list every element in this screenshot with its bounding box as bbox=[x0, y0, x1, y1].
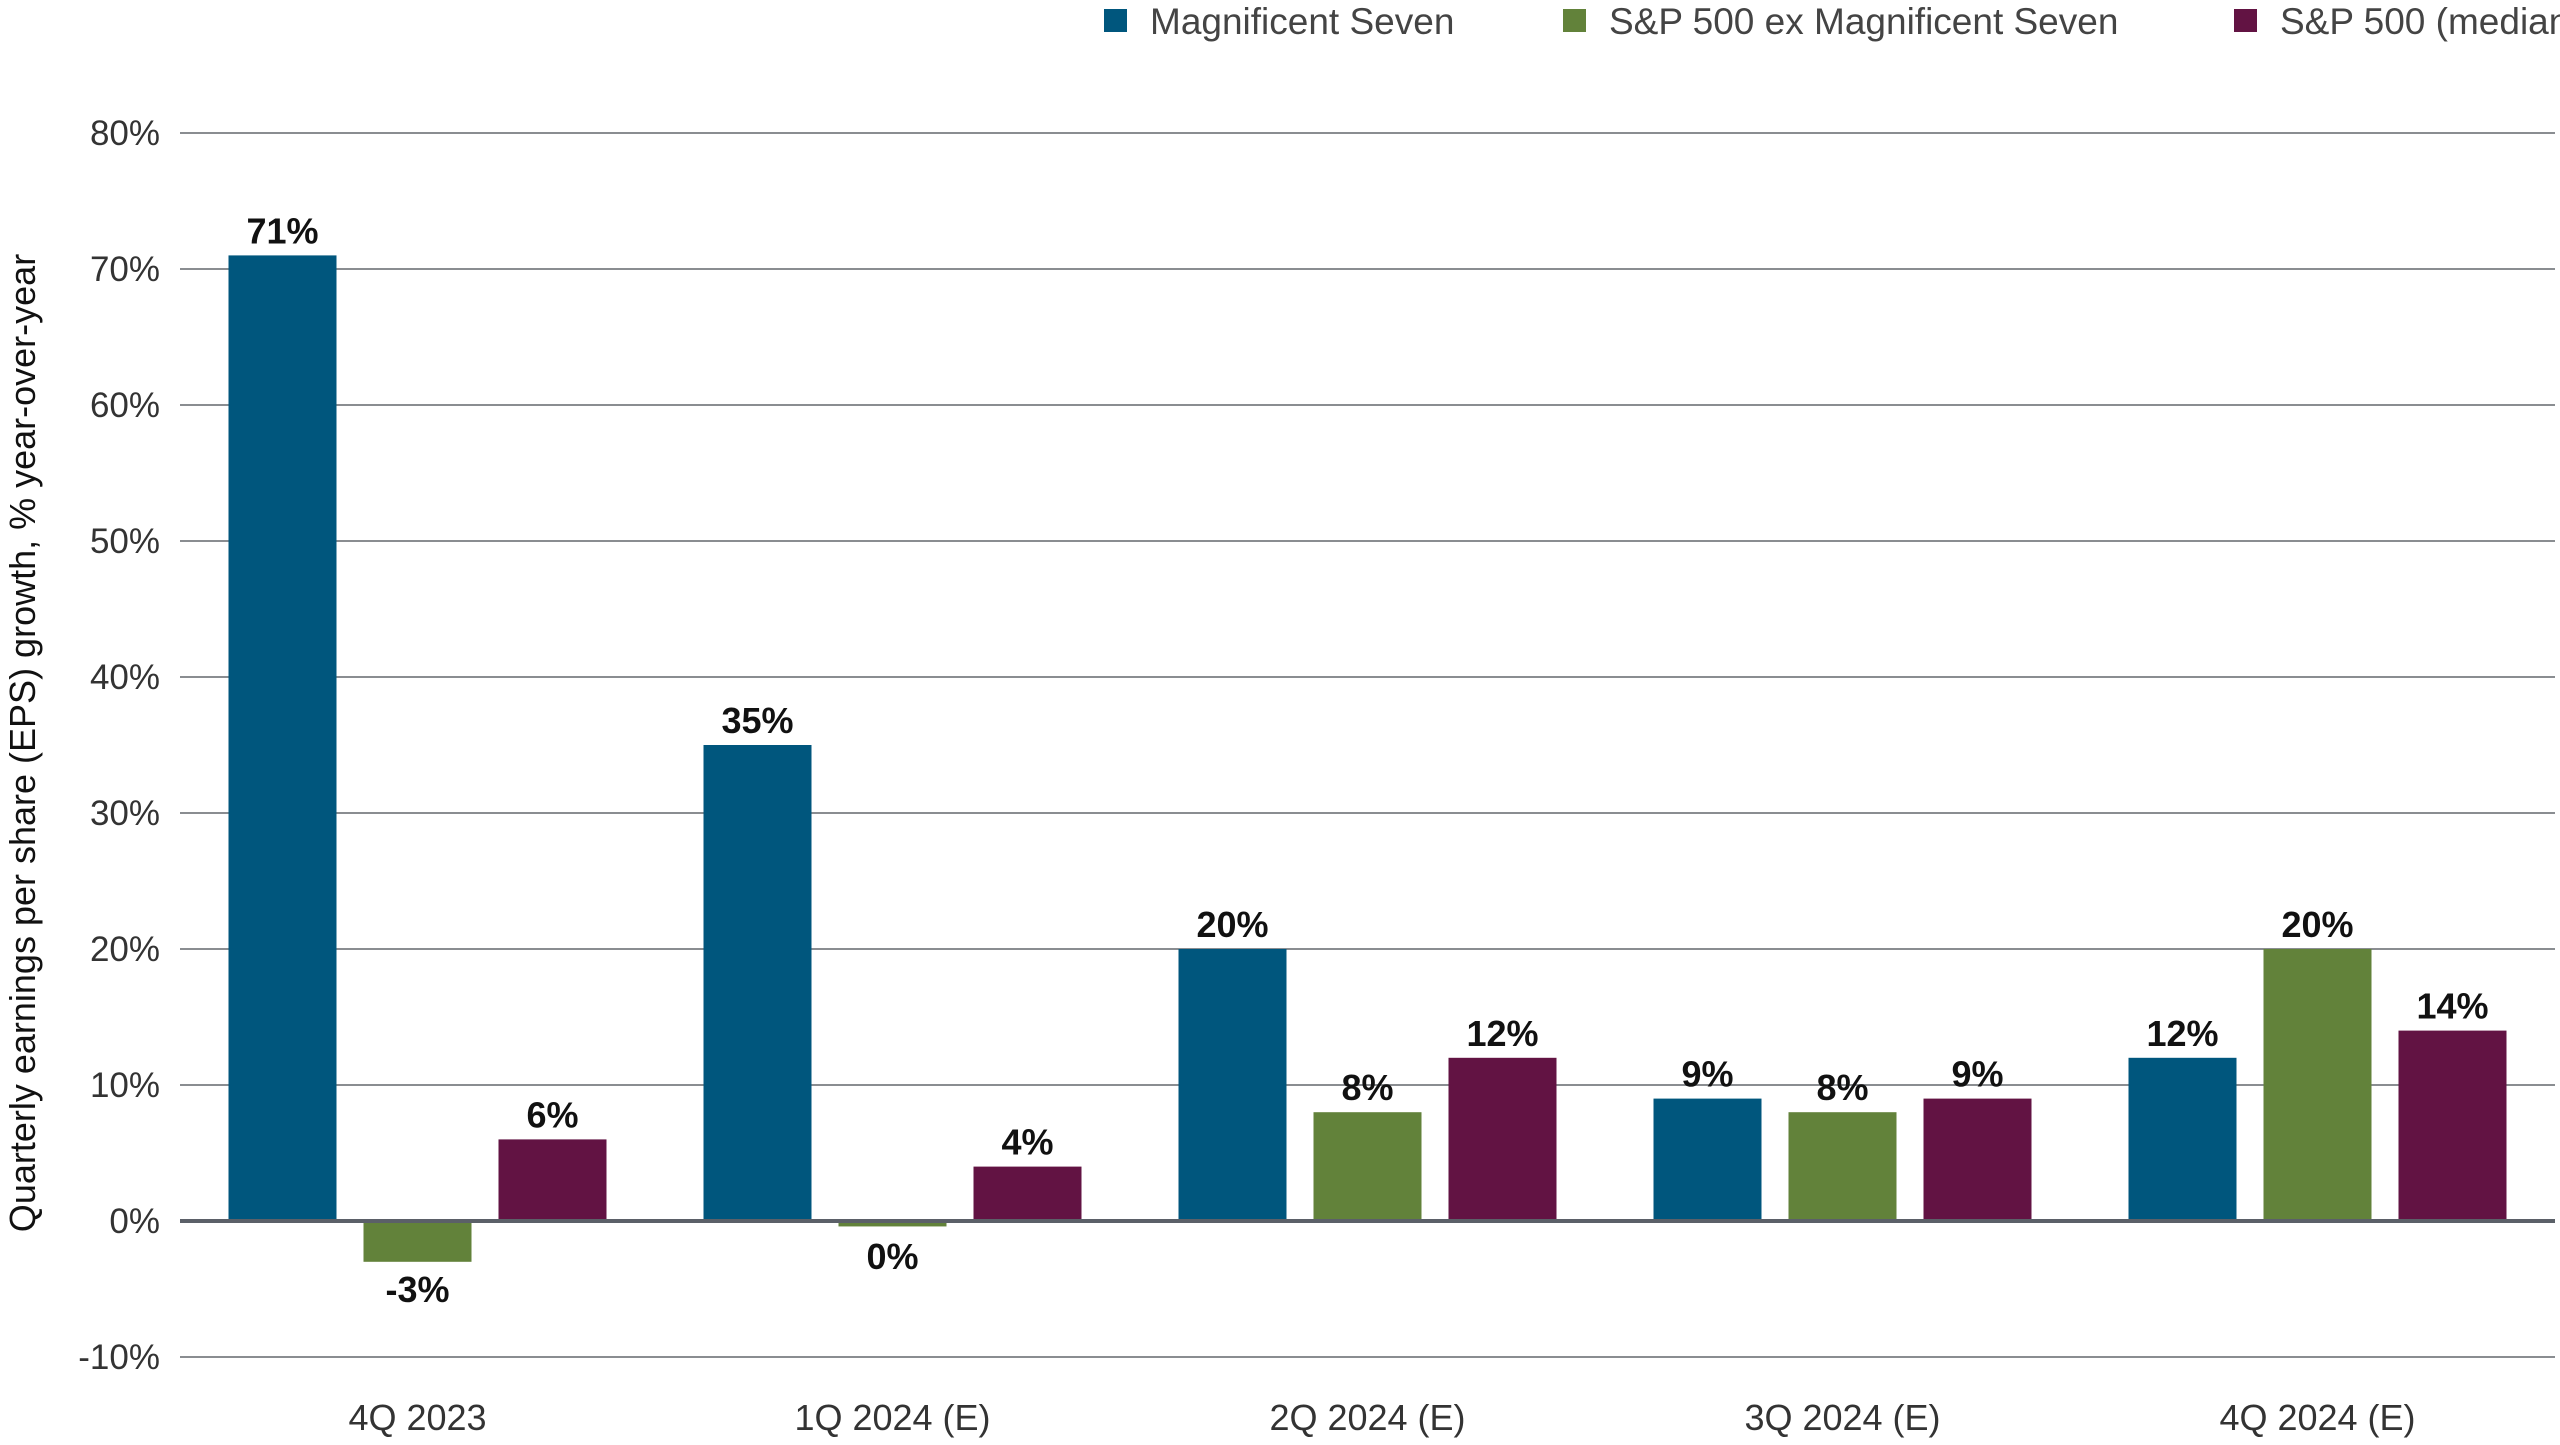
x-category-label: 1Q 2024 (E) bbox=[794, 1397, 990, 1438]
data-label: 0% bbox=[866, 1236, 918, 1277]
bar-0-2 bbox=[1178, 949, 1287, 1221]
data-label: 8% bbox=[1341, 1067, 1393, 1108]
bar-2-1 bbox=[973, 1166, 1082, 1221]
bar-1-3 bbox=[1788, 1112, 1897, 1221]
data-label: 4% bbox=[1001, 1122, 1053, 1163]
legend-label: Magnificent Seven bbox=[1150, 1, 1454, 42]
y-tick-label: 80% bbox=[90, 114, 160, 153]
data-label: 12% bbox=[2146, 1013, 2218, 1054]
bar-1-0 bbox=[363, 1221, 472, 1262]
data-label: 35% bbox=[721, 700, 793, 741]
data-label: 12% bbox=[1466, 1013, 1538, 1054]
data-label: 20% bbox=[1196, 904, 1268, 945]
y-tick-label: 50% bbox=[90, 522, 160, 561]
data-labels: 71% -3% 6% 35% 0% 4% 20% 8% 12% 9% 8% 9% 12% 20% 14% bbox=[246, 210, 2488, 1309]
bar-0-4 bbox=[2128, 1057, 2237, 1221]
legend-swatch bbox=[1563, 9, 1586, 32]
data-label: 71% bbox=[246, 210, 318, 251]
y-tick-label: 20% bbox=[90, 930, 160, 969]
bars bbox=[228, 255, 2507, 1262]
legend-swatch bbox=[1104, 9, 1127, 32]
x-category-label: 4Q 2023 bbox=[348, 1397, 486, 1438]
y-tick-label: -10% bbox=[78, 1338, 160, 1377]
bar-0-0 bbox=[228, 255, 337, 1221]
bar-2-4 bbox=[2398, 1030, 2507, 1221]
y-axis-ticks: -10% 0% 10% 20% 30% 40% 50% 60% 70% 80% bbox=[78, 114, 160, 1377]
x-category-label: 2Q 2024 (E) bbox=[1269, 1397, 1465, 1438]
y-tick-label: 60% bbox=[90, 386, 160, 425]
bar-0-3 bbox=[1653, 1098, 1762, 1221]
legend: Magnificent Seven S&P 500 ex Magnificent … bbox=[1104, 1, 2560, 42]
bar-2-2 bbox=[1448, 1057, 1557, 1221]
data-label: 9% bbox=[1681, 1054, 1733, 1095]
legend-swatch bbox=[2234, 9, 2257, 32]
bar-1-1 bbox=[838, 1221, 947, 1227]
bar-1-2 bbox=[1313, 1112, 1422, 1221]
data-label: 14% bbox=[2416, 986, 2488, 1027]
bar-2-0 bbox=[498, 1139, 607, 1221]
y-tick-label: 0% bbox=[109, 1202, 160, 1241]
x-category-label: 3Q 2024 (E) bbox=[1744, 1397, 1940, 1438]
data-label: 20% bbox=[2281, 904, 2353, 945]
x-category-label: 4Q 2024 (E) bbox=[2219, 1397, 2415, 1438]
y-axis-title: Quarterly earnings per share (EPS) growt… bbox=[2, 254, 43, 1232]
y-tick-label: 40% bbox=[90, 658, 160, 697]
bar-0-1 bbox=[703, 745, 812, 1221]
legend-label: S&P 500 ex Magnificent Seven bbox=[1609, 1, 2118, 42]
data-label: 6% bbox=[526, 1094, 578, 1135]
gridlines bbox=[180, 132, 2555, 1358]
data-label: 9% bbox=[1951, 1054, 2003, 1095]
legend-label: S&P 500 (median) bbox=[2280, 1, 2560, 42]
bar-1-4 bbox=[2263, 949, 2372, 1221]
y-tick-label: 10% bbox=[90, 1066, 160, 1105]
y-tick-label: 30% bbox=[90, 794, 160, 833]
data-label: -3% bbox=[385, 1269, 449, 1310]
data-label: 8% bbox=[1816, 1067, 1868, 1108]
x-axis-categories: 4Q 2023 1Q 2024 (E) 2Q 2024 (E) 3Q 2024 (E)… bbox=[348, 1397, 2415, 1438]
y-tick-label: 70% bbox=[90, 250, 160, 289]
bar-2-3 bbox=[1923, 1098, 2032, 1221]
